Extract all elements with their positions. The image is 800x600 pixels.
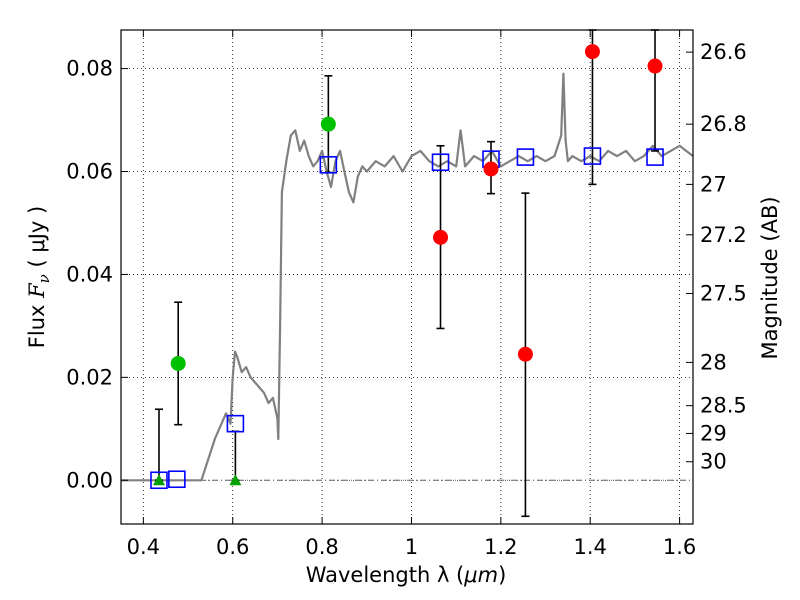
model-photometry-square	[516, 148, 535, 166]
y-tick-label: 0.06	[66, 160, 113, 184]
model-photometry-square	[646, 148, 664, 166]
x-tick-label: 0.6	[216, 535, 249, 559]
model-photometry-square	[150, 471, 168, 490]
x-tick-label: 1.4	[574, 535, 607, 559]
y-tick-label: 0.08	[66, 57, 113, 81]
observed-point-red	[433, 229, 449, 245]
x-tick-label: 1.2	[484, 535, 517, 559]
nondetection-triangle	[152, 474, 165, 486]
model-photometry-square	[431, 153, 450, 172]
y-tick-label: 0.04	[66, 262, 113, 286]
y-tick-label: 0.00	[66, 468, 113, 492]
x-tick-label: 0.8	[305, 535, 338, 559]
x-tick-label: 1	[405, 535, 418, 559]
observed-point-green	[170, 355, 186, 371]
model-photometry-square	[168, 470, 186, 489]
magnitude-tick-label: 28.5	[700, 394, 747, 418]
observed-point-red	[483, 161, 499, 177]
data-markers	[150, 44, 664, 490]
model-photometry-square	[319, 156, 338, 174]
observed-point-red	[584, 44, 600, 60]
x-tick-label: 0.4	[127, 535, 160, 559]
magnitude-tick-label: 28	[700, 350, 727, 374]
magnitude-tick-label: 30	[700, 450, 727, 474]
y-axis-label: Flux Fν ( μJy )	[25, 206, 53, 348]
model-photometry-square	[583, 147, 602, 165]
observed-point-red	[647, 58, 663, 74]
y-axis-label-prefix: Flux	[25, 298, 49, 348]
x-tick-label: 1.6	[663, 535, 696, 559]
observed-point-red	[517, 346, 533, 362]
magnitude-tick-label: 26.8	[700, 112, 747, 136]
y-axis-label-symbol: F	[25, 282, 49, 299]
x-axis-label-suffix: )	[498, 563, 506, 587]
y-axis-label-unit: ( μJy )	[25, 206, 49, 274]
x-axis-label-unit: μm	[463, 563, 498, 587]
plot-frame	[120, 29, 694, 525]
right-axis-label: Magnitude (AB)	[758, 196, 782, 359]
observed-point-green	[320, 116, 336, 132]
sed-template-line	[121, 72, 694, 482]
model-photometry-square	[226, 414, 245, 433]
magnitude-tick-label: 27.5	[700, 281, 747, 305]
grid-lines	[121, 30, 693, 524]
nondetection-triangle	[229, 474, 242, 486]
magnitude-tick-label: 27.2	[700, 223, 747, 247]
x-axis-label: Wavelength λ (μm)	[306, 563, 507, 587]
error-bars	[154, 29, 660, 518]
axis-ticks: 0.4 0.6 0.8 1 1.2 1.4 1.6 0.00 0.02 0.04 0.06 0.08 2…	[66, 30, 747, 559]
magnitude-tick-label: 27	[700, 172, 727, 196]
magnitude-tick-label: 26.6	[700, 40, 747, 64]
magnitude-tick-label: 29	[700, 421, 727, 445]
y-axis-label-subscript: ν	[35, 274, 53, 283]
y-tick-label: 0.02	[66, 365, 113, 389]
x-axis-label-prefix: Wavelength λ (	[306, 563, 465, 587]
